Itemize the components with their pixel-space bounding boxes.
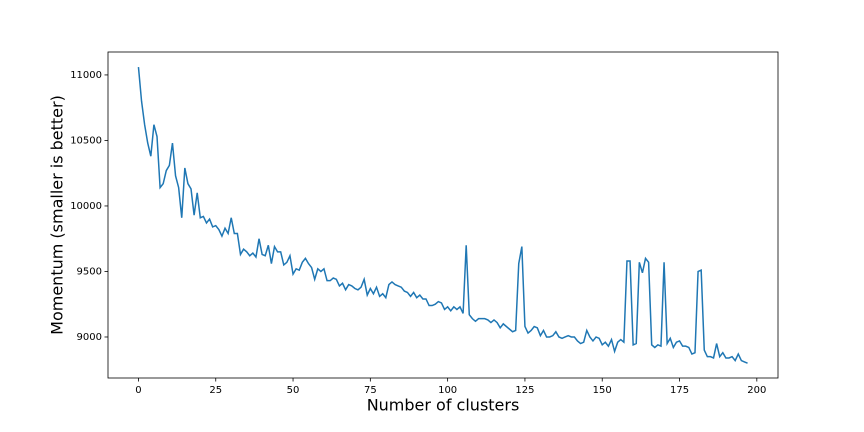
y-tick-label: 11000 <box>70 70 102 81</box>
y-tick-label: 9500 <box>77 266 102 277</box>
y-axis-label: Momentum (smaller is better) <box>48 95 67 335</box>
x-tick-label: 0 <box>135 385 141 396</box>
y-tick-label: 10000 <box>70 201 102 212</box>
x-tick-label: 125 <box>515 385 534 396</box>
x-tick-label: 25 <box>209 385 222 396</box>
x-tick-label: 200 <box>747 385 766 396</box>
y-tick-label: 10500 <box>70 135 102 146</box>
data-line <box>137 67 748 364</box>
x-tick-label: 50 <box>287 385 300 396</box>
y-tick-label: 9000 <box>77 332 102 343</box>
x-tick-label: 100 <box>438 385 457 396</box>
x-tick-label: 150 <box>593 385 612 396</box>
x-axis-label: Number of clusters <box>367 396 520 415</box>
plot-frame <box>107 51 779 379</box>
x-tick-label: 75 <box>364 385 377 396</box>
x-tick-label: 175 <box>670 385 689 396</box>
